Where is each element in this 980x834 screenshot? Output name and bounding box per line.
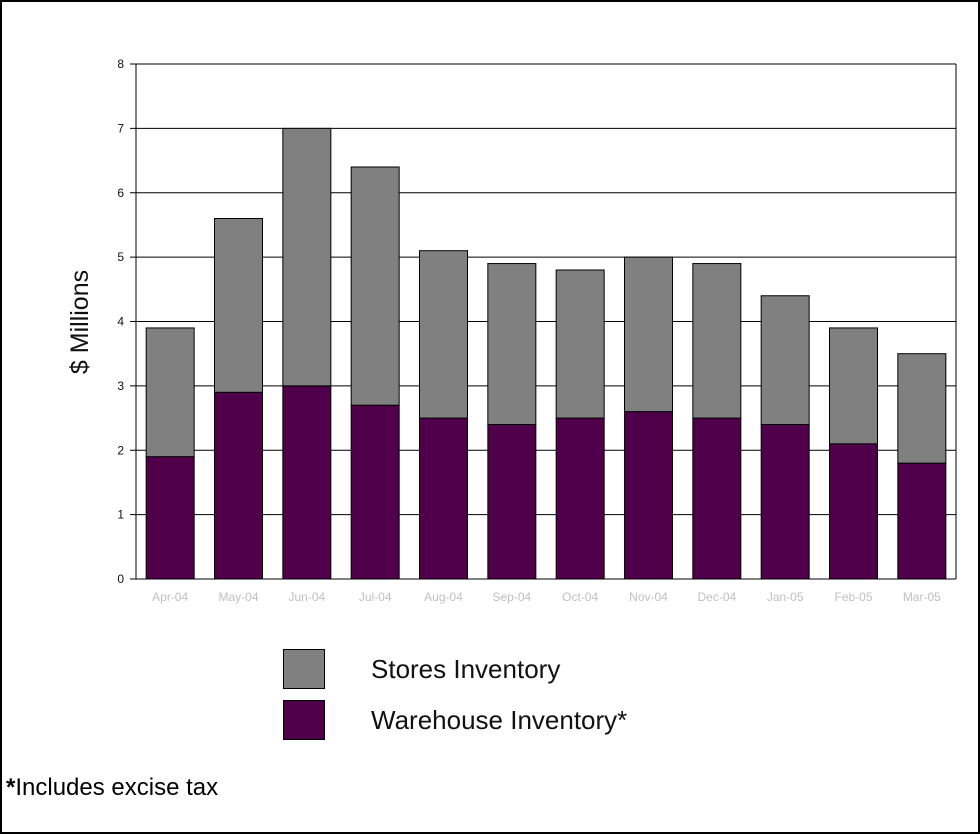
x-tick-label: Jun-04 bbox=[288, 590, 325, 604]
bars bbox=[145, 127, 947, 580]
y-axis-label: $ Millions bbox=[66, 270, 94, 374]
bar-warehouse bbox=[829, 443, 878, 580]
x-tick-label: Dec-04 bbox=[697, 590, 736, 604]
legend-item-warehouse: Warehouse Inventory* bbox=[283, 698, 627, 742]
x-tick-labels: Apr-04 May-04 Jun-04 Jul-04 Aug-04 Sep-04 Oct-… bbox=[152, 590, 941, 604]
bar-warehouse bbox=[897, 462, 947, 580]
footnote-asterisk: * bbox=[6, 774, 16, 801]
bar-warehouse bbox=[419, 417, 468, 580]
legend-swatch-warehouse bbox=[283, 700, 325, 740]
bar-stores bbox=[350, 166, 400, 406]
stacked-bar-chart: 0 1 2 3 4 5 6 7 8 Apr-04 May-04 Jun-04 Jul-04 Aug-04… bbox=[66, 57, 957, 604]
bar-warehouse bbox=[282, 385, 332, 580]
x-tick-label: Oct-04 bbox=[562, 590, 598, 604]
gridlines bbox=[136, 63, 956, 516]
bar-warehouse bbox=[214, 391, 263, 580]
bar-stores bbox=[214, 218, 263, 393]
y-tick-label: 8 bbox=[117, 57, 124, 71]
bar-warehouse bbox=[145, 456, 195, 580]
bar-stores bbox=[692, 263, 742, 419]
bar-warehouse bbox=[487, 424, 537, 580]
legend-swatch-stores bbox=[283, 649, 325, 689]
footnote: *Includes excise tax bbox=[6, 774, 218, 802]
y-tick-label: 4 bbox=[117, 315, 124, 329]
bar-warehouse bbox=[692, 417, 742, 580]
x-tick-label: Jan-05 bbox=[767, 590, 804, 604]
legend-item-stores: Stores Inventory bbox=[283, 647, 560, 691]
legend-label-warehouse: Warehouse Inventory* bbox=[371, 704, 628, 735]
y-tick-label: 5 bbox=[117, 250, 124, 264]
bar-warehouse bbox=[624, 411, 673, 580]
bar-stores bbox=[419, 250, 468, 419]
bar-stores bbox=[555, 269, 605, 419]
x-tick-label: Jul-04 bbox=[359, 590, 392, 604]
x-tick-label: Feb-05 bbox=[834, 590, 872, 604]
y-tick-label: 3 bbox=[117, 379, 124, 393]
x-tick-label: Apr-04 bbox=[152, 590, 188, 604]
bar-stores bbox=[760, 295, 810, 425]
y-tick-label: 6 bbox=[117, 186, 124, 200]
bar-stores bbox=[487, 263, 537, 425]
legend-label-stores: Stores Inventory bbox=[371, 653, 561, 684]
x-tick-label: Sep-04 bbox=[492, 590, 531, 604]
x-tick-label: May-04 bbox=[218, 590, 258, 604]
bar-stores bbox=[624, 256, 673, 413]
y-tick-label: 1 bbox=[117, 508, 124, 522]
x-tick-label: Mar-05 bbox=[903, 590, 941, 604]
bar-warehouse bbox=[760, 424, 810, 580]
x-tick-label: Aug-04 bbox=[424, 590, 463, 604]
bar-stores bbox=[897, 353, 947, 464]
y-tick-label: 7 bbox=[117, 121, 124, 135]
y-tick-label: 0 bbox=[117, 572, 124, 586]
bar-stores bbox=[145, 327, 195, 458]
y-tick-labels: 0 1 2 3 4 5 6 7 8 bbox=[117, 57, 136, 586]
bar-warehouse bbox=[350, 404, 400, 580]
y-tick-label: 2 bbox=[117, 443, 124, 457]
bar-stores bbox=[282, 127, 332, 387]
bar-stores bbox=[829, 327, 878, 445]
x-tick-label: Nov-04 bbox=[629, 590, 668, 604]
bar-warehouse bbox=[555, 417, 605, 580]
footnote-text: Includes excise tax bbox=[15, 774, 219, 801]
